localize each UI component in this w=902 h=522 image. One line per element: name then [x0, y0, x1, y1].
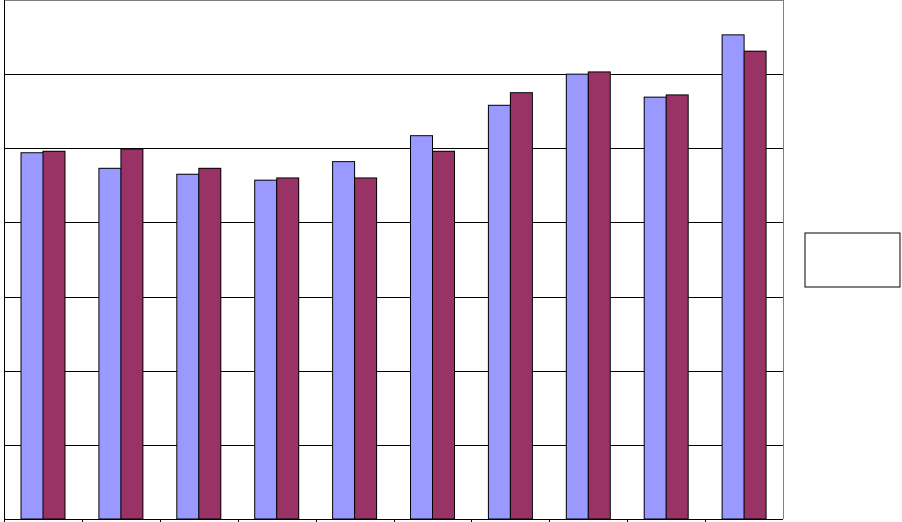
bar [643, 96, 667, 520]
bar [332, 161, 356, 520]
bar [276, 177, 300, 520]
bar [98, 167, 122, 520]
bar [432, 150, 455, 520]
legend-box [804, 232, 901, 288]
bar [487, 104, 511, 520]
bar [565, 73, 589, 520]
bar [176, 173, 200, 520]
bar [198, 167, 222, 520]
bar [587, 71, 611, 520]
bar [743, 50, 767, 520]
bar [354, 177, 378, 520]
bar [721, 34, 745, 520]
bar [509, 92, 533, 520]
bar [120, 148, 144, 520]
bar [410, 135, 433, 520]
bar [20, 152, 44, 520]
bar [254, 179, 278, 520]
bar [665, 94, 689, 520]
bar [42, 150, 66, 520]
